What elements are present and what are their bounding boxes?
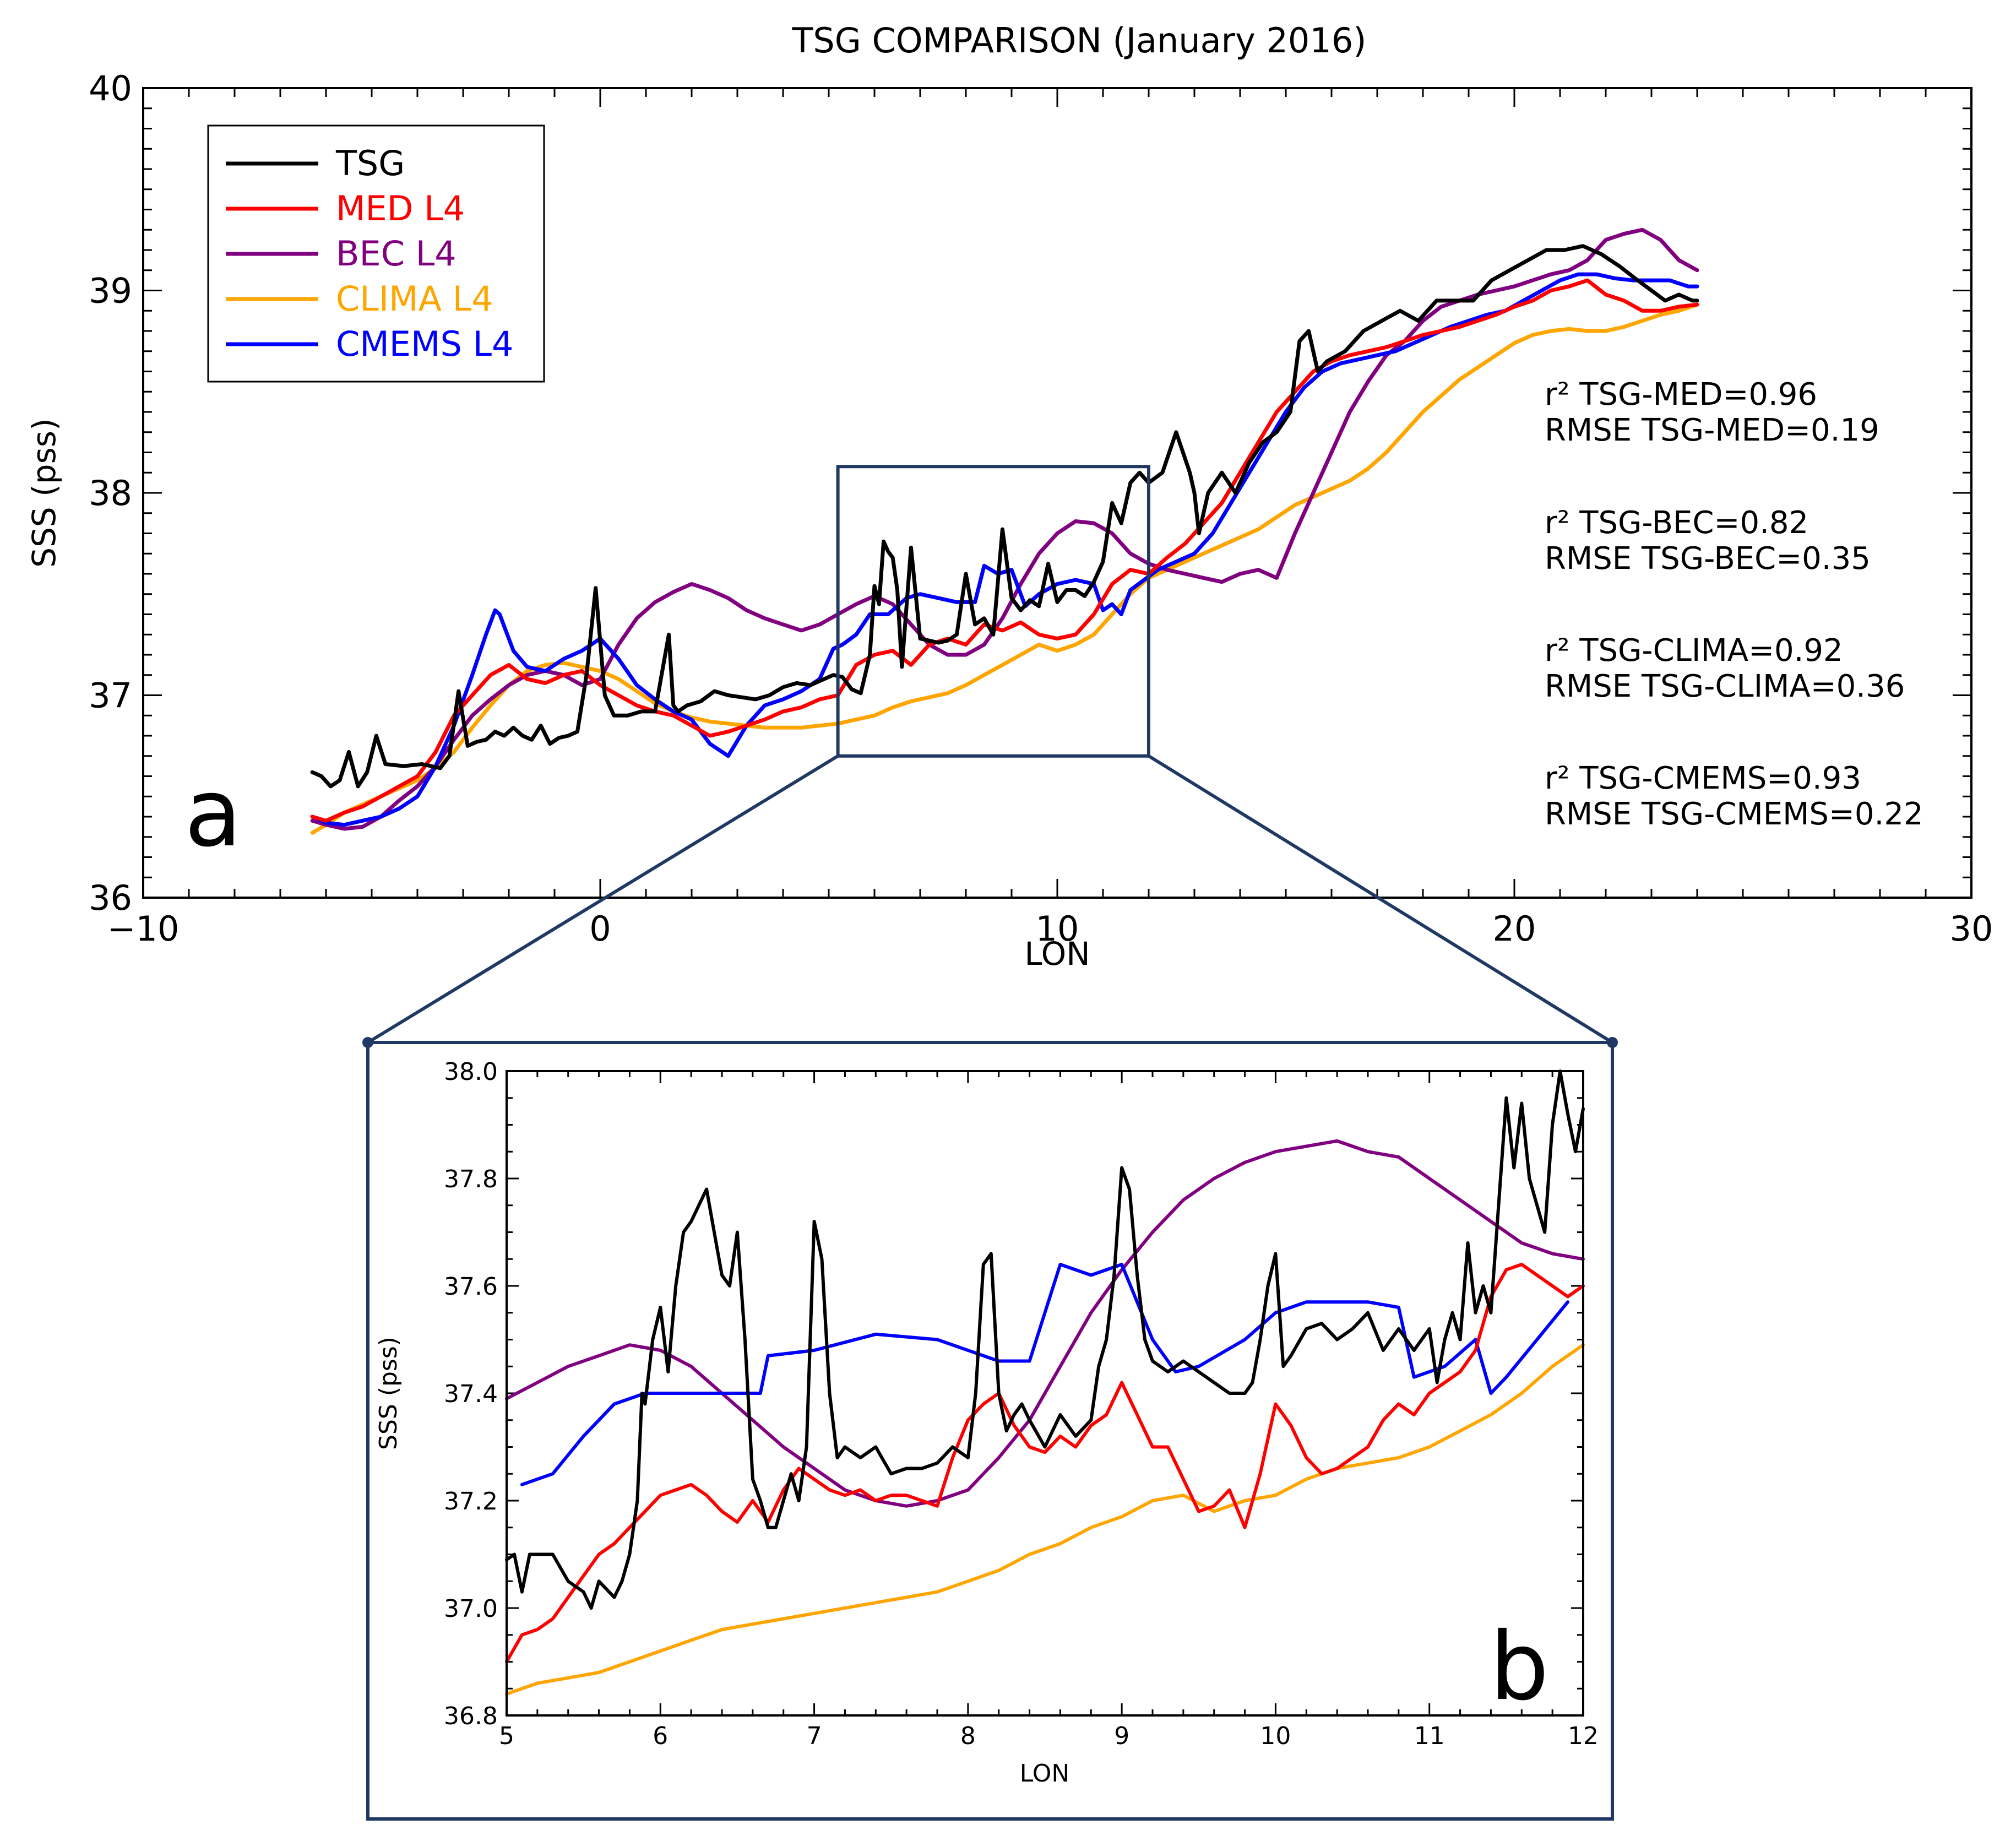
x-tick-label: 10 — [1260, 1722, 1291, 1750]
panel-a-xlabel: LON — [1024, 935, 1090, 973]
x-tick-label: 10 — [1036, 909, 1079, 949]
x-tick-label: 12 — [1568, 1722, 1599, 1750]
zoom-connector-right — [1148, 754, 1613, 1044]
legend-label-clima: CLIMA L4 — [336, 279, 493, 319]
legend-item-bec: BEC L4 — [226, 233, 457, 274]
y-tick-label: 39 — [89, 271, 132, 311]
panel-b-letter: b — [1490, 1612, 1549, 1721]
zoom-connector-left — [367, 754, 839, 1044]
x-tick-label: 20 — [1493, 909, 1536, 949]
stats-annotations: r² TSG-MED=0.96 RMSE TSG-MED=0.19 r² TSG… — [1545, 377, 1923, 832]
stat-rmse-med: RMSE TSG-MED=0.19 — [1545, 412, 1879, 448]
y-tick-label: 36 — [89, 878, 132, 918]
y-tick-label: 38.0 — [444, 1058, 498, 1086]
panel-b-tick-labels: 5 6 7 8 9 10 11 12 36.8 37.0 37.2 37.4 37.6 37.8 38.0 — [444, 1058, 1599, 1750]
x-tick-label: 9 — [1114, 1722, 1129, 1750]
x-tick-label: 5 — [499, 1722, 514, 1750]
stat-r2-med: r² TSG-MED=0.96 — [1545, 377, 1817, 412]
legend-item-med: MED L4 — [226, 188, 465, 229]
panel-a-frame — [142, 87, 1972, 899]
y-tick-label: 37.6 — [444, 1273, 498, 1301]
x-tick-label: 8 — [960, 1722, 976, 1750]
stat-rmse-bec: RMSE TSG-BEC=0.35 — [1545, 541, 1871, 577]
panel-a-ylabel: SSS (pss) — [25, 418, 63, 567]
legend-label-med: MED L4 — [336, 188, 465, 229]
y-tick-label: 37.2 — [444, 1487, 498, 1516]
zoom-indicator — [362, 465, 1618, 1048]
y-tick-label: 38 — [89, 473, 132, 513]
stat-rmse-cmems: RMSE TSG-CMEMS=0.22 — [1545, 796, 1923, 832]
stat-r2-clima: r² TSG-CLIMA=0.92 — [1545, 633, 1843, 669]
panel-b-ylabel: SSS (pss) — [374, 1337, 403, 1450]
legend-label-cmems: CMEMS L4 — [336, 324, 514, 364]
stat-r2-cmems: r² TSG-CMEMS=0.93 — [1545, 761, 1861, 796]
x-tick-label: −10 — [107, 909, 180, 949]
x-tick-label: 0 — [589, 909, 611, 949]
legend-item-tsg: TSG — [226, 143, 405, 183]
x-tick-label: 11 — [1414, 1722, 1445, 1750]
panel-a-tick-labels: −10 0 10 20 30 36 37 38 39 40 — [89, 68, 1993, 949]
chart-title: TSG COMPARISON (January 2016) — [792, 20, 1367, 61]
panel-b-outer-frame — [366, 1041, 1614, 1821]
legend-item-cmems: CMEMS L4 — [226, 324, 514, 364]
series-med-l4 — [505, 1263, 1585, 1664]
legend: TSG MED L4 BEC L4 CLIMA L4 CMEMS L4 — [207, 124, 545, 383]
stat-rmse-clima: RMSE TSG-CLIMA=0.36 — [1545, 669, 1905, 704]
series-clima-l4 — [310, 302, 1699, 835]
x-tick-label: 7 — [807, 1722, 822, 1750]
stat-r2-bec: r² TSG-BEC=0.82 — [1545, 505, 1808, 541]
panel-a: −10 0 10 20 30 36 37 38 39 40 LON SSS (pss) a TSG… — [25, 68, 1993, 973]
y-tick-label: 37 — [89, 676, 132, 716]
legend-label-bec: BEC L4 — [336, 233, 457, 274]
series-cmems-l4 — [520, 1263, 1570, 1486]
panel-b-frame — [506, 1070, 1584, 1717]
panel-b-xlabel: LON — [1020, 1759, 1070, 1788]
legend-item-clima: CLIMA L4 — [226, 279, 493, 319]
series-bec-l4 — [310, 227, 1699, 831]
series-tsg — [310, 244, 1699, 789]
y-tick-label: 37.8 — [444, 1165, 498, 1193]
series-med-l4 — [310, 278, 1699, 823]
panel-a-letter: a — [184, 759, 242, 868]
series-tsg — [505, 1069, 1585, 1610]
y-tick-label: 40 — [89, 68, 132, 108]
y-tick-label: 37.4 — [444, 1380, 498, 1408]
y-tick-label: 36.8 — [444, 1702, 498, 1730]
zoom-box — [836, 465, 1150, 758]
legend-label-tsg: TSG — [335, 143, 405, 183]
panel-b-series — [505, 1069, 1585, 1696]
panel-a-series — [310, 227, 1699, 835]
panel-b: 5 6 7 8 9 10 11 1236.837.037.237.437.637.838.0 … — [366, 1041, 1614, 1821]
series-clima-l4 — [505, 1343, 1585, 1696]
x-tick-label: 6 — [653, 1722, 668, 1750]
series-bec-l4 — [505, 1139, 1585, 1508]
y-tick-label: 37.0 — [444, 1595, 498, 1623]
x-tick-label: 30 — [1950, 909, 1993, 949]
